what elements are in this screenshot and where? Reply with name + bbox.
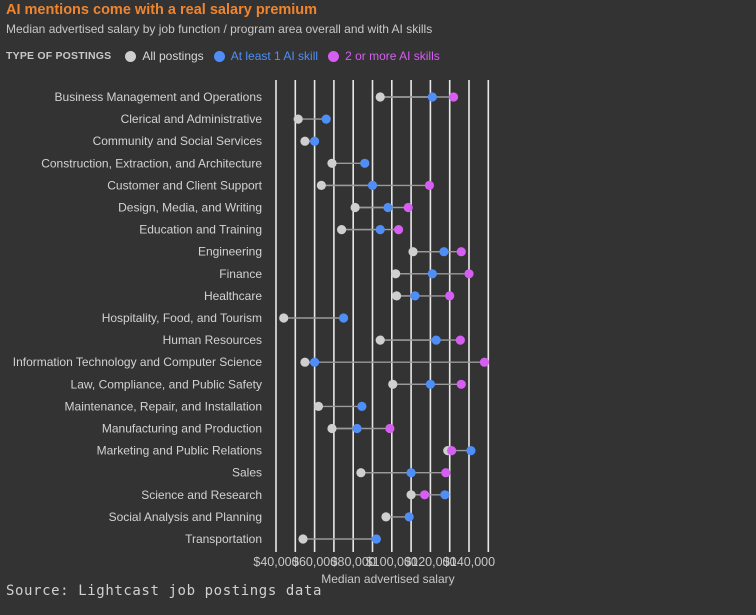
dot-ai2 <box>479 357 490 367</box>
x-tick-label: $140,000 <box>443 555 495 569</box>
dot-all-postings <box>356 468 366 478</box>
dot-ai1 <box>371 534 381 544</box>
dot-all-postings <box>408 247 418 257</box>
chart-subtitle: Median advertised salary by job function… <box>6 22 433 36</box>
legend-label-ai1: At least 1 AI skill <box>230 49 319 63</box>
category-label: Engineering <box>198 245 262 259</box>
legend-dot-ai2 <box>328 50 340 62</box>
dot-ai1 <box>357 401 367 411</box>
x-tick-label: $60,000 <box>292 555 337 569</box>
dot-all-postings <box>293 114 303 124</box>
dot-ai1 <box>310 136 320 146</box>
category-label: Customer and Client Support <box>107 178 262 192</box>
dot-ai2 <box>420 490 430 500</box>
dot-ai2 <box>424 180 435 190</box>
category-label: Healthcare <box>204 289 262 303</box>
x-tick-label: $120,000 <box>404 555 456 569</box>
dot-ai1 <box>425 379 435 389</box>
dot-all-postings <box>392 291 402 301</box>
dot-ai1 <box>321 114 331 124</box>
dot-all-postings <box>327 423 337 434</box>
dot-ai2 <box>456 247 466 257</box>
legend-dot-ai1 <box>213 50 225 62</box>
x-tick-label: $40,000 <box>253 555 298 569</box>
dot-all-postings <box>313 401 324 411</box>
dot-all-postings <box>298 534 308 544</box>
dot-ai1 <box>383 202 393 213</box>
dot-ai1 <box>367 180 378 190</box>
category-label: Clerical and Administrative <box>121 112 263 126</box>
dot-ai1 <box>466 446 476 456</box>
dot-all-postings <box>316 180 326 190</box>
dot-ai1 <box>406 468 416 478</box>
category-label: Design, Media, and Writing <box>118 201 262 215</box>
dot-all-postings <box>375 92 385 102</box>
dot-ai1 <box>404 512 414 522</box>
dot-all-postings <box>327 158 337 168</box>
x-axis-label: Median advertised salary <box>321 572 454 586</box>
chart-title: AI mentions come with a real salary prem… <box>6 2 318 18</box>
legend: TYPE OF POSTINGS All postings At least 1… <box>6 47 450 65</box>
source-note: Source: Lightcast job postings data <box>6 583 323 599</box>
dot-ai1 <box>427 92 437 102</box>
legend-item-ai2[interactable]: 2 or more AI skills <box>328 49 440 63</box>
dot-ai1 <box>375 225 385 235</box>
dot-all-postings <box>391 269 401 279</box>
dot-all-postings <box>381 512 391 522</box>
dot-ai1 <box>338 313 349 323</box>
dot-all-postings <box>279 313 289 323</box>
category-label: Human Resources <box>163 333 262 347</box>
dot-ai2 <box>447 446 457 456</box>
category-label: Sales <box>232 466 262 480</box>
dot-all-postings <box>300 136 310 146</box>
category-label: Marketing and Public Relations <box>97 444 262 458</box>
dot-all-postings <box>337 225 347 235</box>
category-label: Science and Research <box>141 488 262 502</box>
category-label: Maintenance, Repair, and Installation <box>65 399 262 413</box>
category-label: Law, Compliance, and Public Safety <box>71 377 262 391</box>
legend-item-all-postings[interactable]: All postings <box>125 49 204 63</box>
category-label: Community and Social Services <box>93 134 262 148</box>
legend-label-all-postings: All postings <box>142 49 204 63</box>
legend-label-ai2: 2 or more AI skills <box>345 49 440 63</box>
dot-ai2 <box>385 423 395 434</box>
legend-dot-all-postings <box>125 50 137 62</box>
dot-ai2 <box>445 291 455 301</box>
category-label: Education and Training <box>139 223 262 237</box>
category-label: Information Technology and Computer Scie… <box>13 355 263 369</box>
dot-ai2 <box>393 225 404 235</box>
dot-all-postings <box>350 202 360 213</box>
category-label: Business Management and Operations <box>55 90 262 104</box>
dot-ai2 <box>441 468 451 478</box>
dot-ai2 <box>448 92 459 102</box>
dot-ai1 <box>431 335 441 345</box>
dot-all-postings <box>406 490 416 500</box>
dot-all-postings <box>375 335 385 345</box>
x-tick-label: $100,000 <box>366 555 418 569</box>
category-label: Construction, Extraction, and Architectu… <box>41 156 262 170</box>
category-label: Finance <box>219 267 262 281</box>
dot-ai2 <box>456 379 466 389</box>
dot-all-postings <box>300 357 310 367</box>
dot-ai2 <box>455 335 465 345</box>
dot-all-postings <box>388 379 398 389</box>
dot-ai2 <box>464 269 474 279</box>
dot-ai1 <box>310 357 320 367</box>
dot-ai2 <box>403 202 413 213</box>
category-label: Social Analysis and Planning <box>109 510 262 524</box>
dot-ai1 <box>440 490 450 500</box>
dot-ai1 <box>427 269 437 279</box>
category-label: Transportation <box>185 532 262 546</box>
legend-title: TYPE OF POSTINGS <box>6 50 112 62</box>
dot-ai1 <box>352 423 362 434</box>
dot-ai1 <box>439 247 449 257</box>
legend-item-ai1[interactable]: At least 1 AI skill <box>213 49 319 63</box>
category-label: Hospitality, Food, and Tourism <box>102 311 262 325</box>
category-label: Manufacturing and Production <box>102 422 262 436</box>
x-tick-label: $80,000 <box>331 555 376 569</box>
dot-ai1 <box>360 158 370 168</box>
dot-ai1 <box>410 291 420 301</box>
